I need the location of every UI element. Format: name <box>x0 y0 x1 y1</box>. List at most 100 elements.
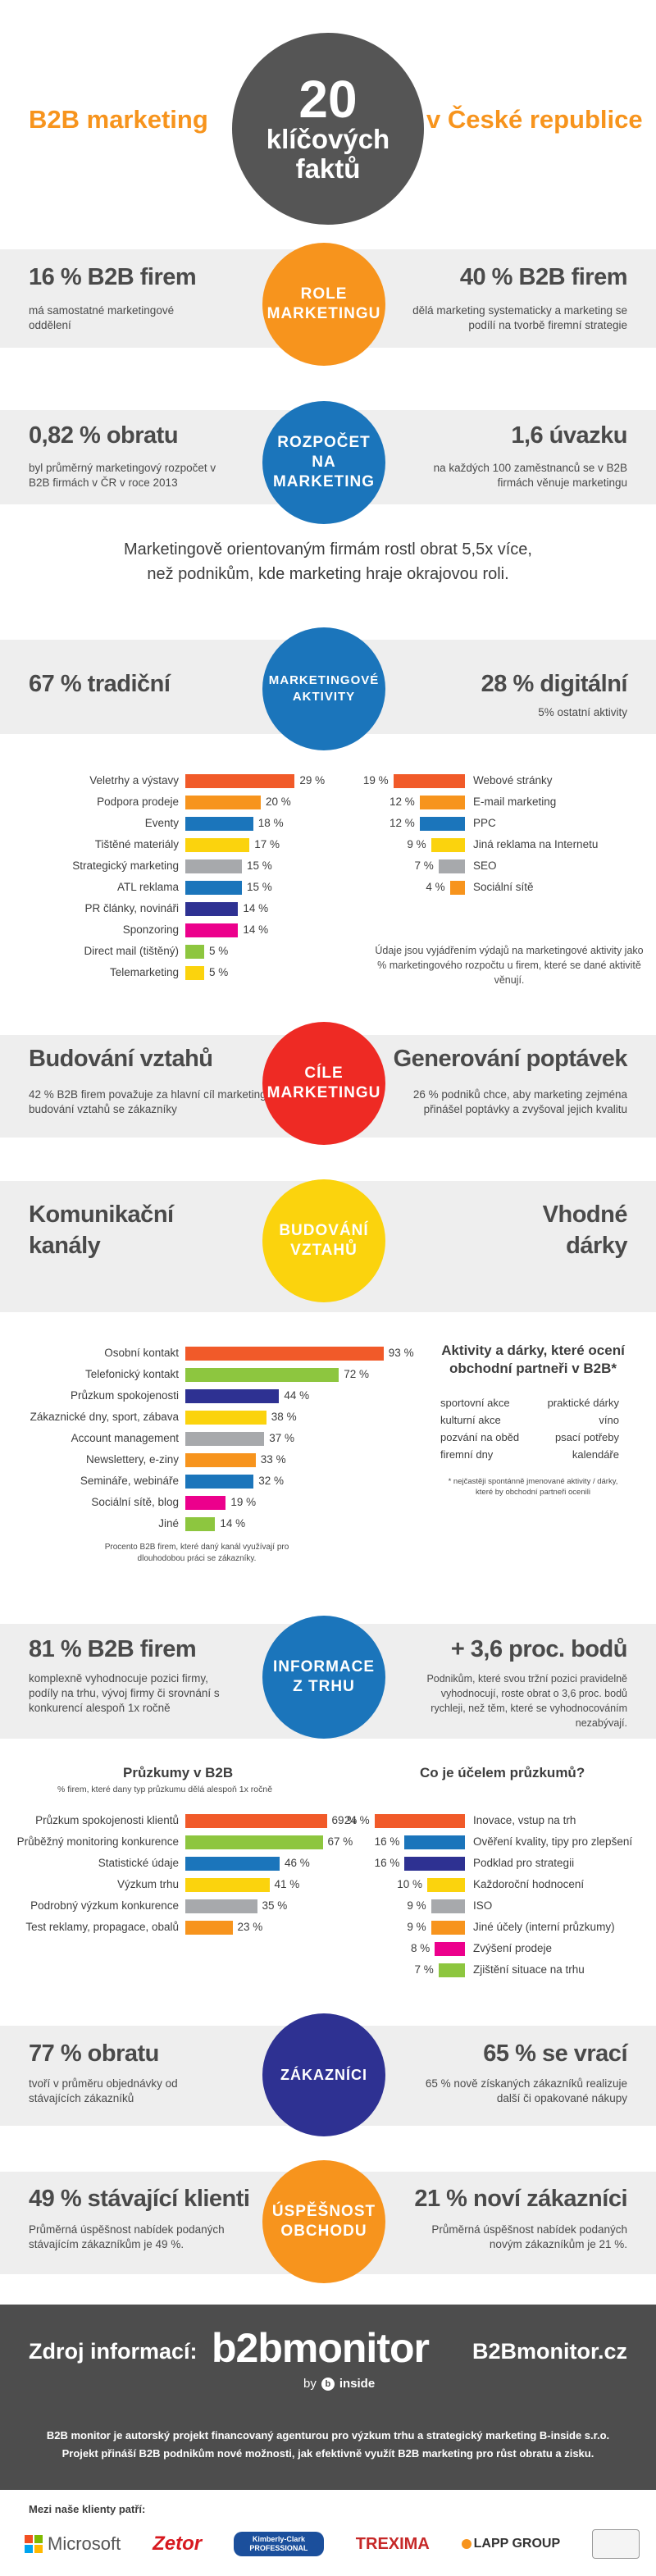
bar <box>404 1835 465 1849</box>
microsoft-logo-icon <box>25 2535 43 2553</box>
bar-value: 16 % <box>374 1857 400 1869</box>
bar-label: Telefonický kontakt <box>84 1368 179 1380</box>
bar-label: Podpora prodeje <box>97 796 179 808</box>
bar-value: 7 % <box>414 859 434 872</box>
gift-left-3: firemní dny <box>440 1448 494 1461</box>
bar-label: Account management <box>71 1432 179 1444</box>
s3-left-big: 67 % tradiční <box>29 671 171 697</box>
clients-row: Microsoft Zetor Kimberly-Clark PROFESSIO… <box>25 2528 640 2560</box>
gifts-left-list: sportovní akce kulturní akce pozvání na … <box>440 1394 519 1463</box>
header-line2: klíčových <box>266 124 390 154</box>
gifts-title: Aktivity a dárky, které ocení obchodní p… <box>441 1343 625 1376</box>
bar-value: 23 % <box>237 1921 263 1933</box>
bar-value: 14 % <box>220 1517 246 1530</box>
s2-left-small: byl průměrný marketingový rozpočet v B2B… <box>29 462 216 489</box>
client-lapp: LAPP GROUP <box>461 2537 561 2551</box>
bar <box>185 1878 270 1892</box>
bar-label: Sociální sítě <box>473 881 534 893</box>
gift-right-3: kalendáře <box>572 1448 619 1461</box>
bar-value: 9 % <box>407 838 426 850</box>
bar <box>185 923 239 937</box>
bar-label: ATL reklama <box>116 881 179 893</box>
bar-label: Průběžný monitoring konkurence <box>16 1835 179 1848</box>
s1-right-big: 40 % B2B firem <box>459 264 628 290</box>
s5-circle: BUDOVÁNÍ VZTAHŮ <box>262 1179 385 1302</box>
bar <box>185 966 204 980</box>
bar-label: Průzkum spokojenosti klientů <box>35 1814 179 1826</box>
bar <box>185 1921 233 1935</box>
s7-right-small: 65 % nově získaných zákazníků realizuje … <box>425 2077 627 2104</box>
bar-value: 41 % <box>274 1878 300 1890</box>
bar <box>430 1921 465 1935</box>
gift-left-0: sportovní akce <box>440 1397 510 1409</box>
footer-url[interactable]: B2Bmonitor.cz <box>472 2339 627 2364</box>
bar <box>185 1857 280 1871</box>
bar <box>430 838 465 852</box>
bar-label: Strategický marketing <box>72 859 179 872</box>
s5-left-big: Komunikační kanály <box>29 1201 174 1259</box>
footer: Zdroj informací: b2bmonitor by b inside … <box>0 2305 656 2490</box>
s8-right-small: Průměrná úspěšnost nabídek podaných nový… <box>431 2223 627 2250</box>
s4-left-big: Budování vztahů <box>29 1046 213 1072</box>
bar-label: Statistické údaje <box>98 1857 179 1869</box>
client-trexima: TREXIMA <box>355 2534 430 2553</box>
bar-label: Sociální sítě, blog <box>91 1496 179 1508</box>
s2-circle: ROZPOČET NA MARKETING <box>262 401 385 524</box>
s2-right-big: 1,6 úvazku <box>511 422 627 449</box>
bar-label: Ověření kvality, tipy pro zlepšení <box>473 1835 633 1848</box>
bar-value: 5 % <box>209 966 229 978</box>
bar-value: 4 % <box>426 881 445 893</box>
bar-value: 9 % <box>407 1899 426 1912</box>
bar <box>185 945 204 959</box>
bar <box>185 859 242 873</box>
bar-label: Zjištění situace na trhu <box>473 1963 585 1976</box>
bar <box>185 1368 339 1382</box>
s7-circle: ZÁKAZNÍCI <box>262 2013 385 2136</box>
bar-value: 14 % <box>243 923 269 936</box>
bar-label: Podrobný výzkum konkurence <box>30 1899 179 1912</box>
s6-right-small: Podnikům, které svou tržní pozici pravid… <box>426 1673 627 1729</box>
s5-right-big: Vhodné dárky <box>542 1201 628 1259</box>
bar-label: Průzkum spokojenosti <box>70 1389 179 1402</box>
bar-value: 9 % <box>407 1921 426 1933</box>
bar-label: Každoroční hodnocení <box>473 1878 585 1890</box>
bar <box>185 1517 216 1531</box>
s3-right-big: 28 % digitální <box>481 671 628 697</box>
footer-desc-2: Projekt přináší B2B podnikům nové možnos… <box>61 2447 594 2460</box>
bar-label: Direct mail (tištěný) <box>84 945 179 957</box>
bar <box>185 817 253 831</box>
bar-value: 8 % <box>410 1942 430 1954</box>
s6-right-big: + 3,6 proc. bodů <box>450 1636 628 1662</box>
bar-label: Jiné <box>158 1517 179 1530</box>
bar-value: 18 % <box>257 817 284 829</box>
s1-left-small: má samostatné marketingové oddělení <box>29 304 175 331</box>
purposes-title: Co je účelem průzkumů? <box>420 1765 585 1780</box>
s5-chart-note: Procento B2B firem, které daný kanál vyu… <box>104 1543 289 1563</box>
s2-center-text: Marketingově orientovaným firmám rostl o… <box>124 540 532 583</box>
bar-label: Jiné účely (interní průzkumy) <box>473 1921 615 1933</box>
bar <box>438 859 465 873</box>
bar-label: PPC <box>473 817 496 829</box>
bar-value: 24 % <box>344 1814 370 1826</box>
bar-label: Zvýšení prodeje <box>473 1942 553 1954</box>
client-kimberly: Kimberly-Clark PROFESSIONAL <box>233 2532 324 2556</box>
bar-value: 19 % <box>362 774 389 786</box>
bar <box>185 1347 384 1361</box>
bar-label: SEO <box>473 859 497 872</box>
bar <box>438 1963 465 1977</box>
client-lapp-name: LAPP GROUP <box>473 2537 561 2551</box>
s1-right-small: dělá marketing systematicky a marketing … <box>412 304 627 331</box>
gifts-note: * nejčastěji spontánně jmenované aktivit… <box>448 1477 618 1497</box>
s1-left-big: 16 % B2B firem <box>29 264 197 290</box>
s7-right-big: 65 % se vrací <box>483 2040 627 2067</box>
footer-logo[interactable]: b2bmonitor <box>212 2325 430 2371</box>
bar <box>185 1814 327 1828</box>
bar <box>185 796 261 809</box>
s3-note: Údaje jsou vyjádřením výdajů na marketin… <box>374 943 645 987</box>
bar-label: Test reklamy, propagace, obalů <box>25 1921 179 1933</box>
bar-label: Sponzoring <box>122 923 179 936</box>
bar <box>185 1899 257 1913</box>
bar-label: Veletrhy a výstavy <box>89 774 179 786</box>
bar <box>374 1814 465 1828</box>
footer-by-brand: inside <box>339 2377 376 2391</box>
